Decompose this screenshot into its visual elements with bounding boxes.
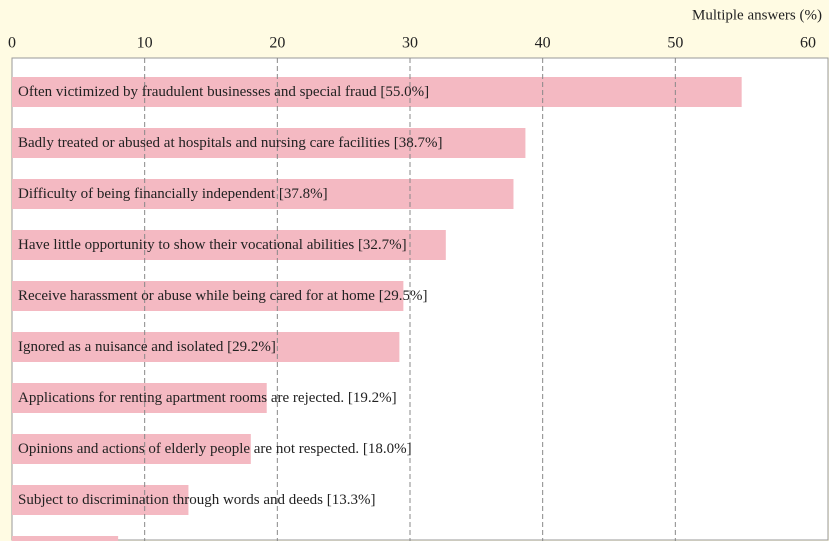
x-tick-label: 20 (269, 35, 285, 52)
x-tick-label: 50 (667, 35, 683, 52)
x-tick-label: 0 (8, 35, 16, 52)
category-label: Often victimized by fraudulent businesse… (18, 84, 377, 100)
category-label: Ignored as a nuisance and isolated (18, 339, 224, 355)
x-tick-label: 60 (800, 35, 816, 52)
bar-label: Badly treated or abused at hospitals and… (18, 135, 442, 151)
bar-label: Ignored as a nuisance and isolated [29.2… (18, 339, 276, 355)
value-label: [55.0%] (380, 84, 429, 100)
bar (12, 332, 400, 362)
bar-label: Receive harassment or abuse while being … (18, 288, 427, 304)
bar-label: Applications for renting apartment rooms… (18, 390, 397, 406)
bar-label: Often victimized by fraudulent businesse… (18, 84, 429, 100)
value-label: [19.2%] (348, 390, 397, 406)
bar (12, 281, 404, 311)
bar (12, 77, 742, 107)
category-label: Badly treated or abused at hospitals and… (18, 135, 390, 151)
category-label: Subject to discrimination through words … (18, 492, 323, 508)
axis-label: Multiple answers (%) (692, 7, 822, 23)
value-label: [29.2%] (227, 339, 276, 355)
bar-label: Difficulty of being financially independ… (18, 186, 328, 202)
value-label: [18.0%] (363, 441, 412, 457)
category-label: Receive harassment or abuse while being … (18, 288, 375, 304)
bar (12, 536, 119, 541)
category-label: Difficulty of being financially independ… (18, 186, 276, 202)
value-label: [29.5%] (379, 288, 428, 304)
bar-label: Subject to discrimination through words … (18, 492, 375, 508)
x-tick-label: 40 (535, 35, 551, 52)
x-tick-label: 10 (137, 35, 153, 52)
bar (12, 383, 267, 413)
bar (12, 230, 446, 260)
bar-label: Opinions and actions of elderly people a… (18, 441, 412, 457)
bar (12, 179, 514, 209)
bar (12, 128, 526, 158)
value-label: [13.3%] (327, 492, 376, 508)
category-label: Applications for renting apartment rooms… (18, 390, 344, 406)
bar-label: Have little opportunity to show their vo… (18, 237, 407, 253)
value-label: [37.8%] (279, 186, 328, 202)
category-label: Have little opportunity to show their vo… (18, 237, 354, 253)
category-label: Opinions and actions of elderly people a… (18, 441, 359, 457)
value-label: [38.7%] (394, 135, 443, 151)
x-tick-label: 30 (402, 35, 418, 52)
bar (12, 434, 251, 464)
bar (12, 485, 189, 515)
value-label: [32.7%] (358, 237, 407, 253)
